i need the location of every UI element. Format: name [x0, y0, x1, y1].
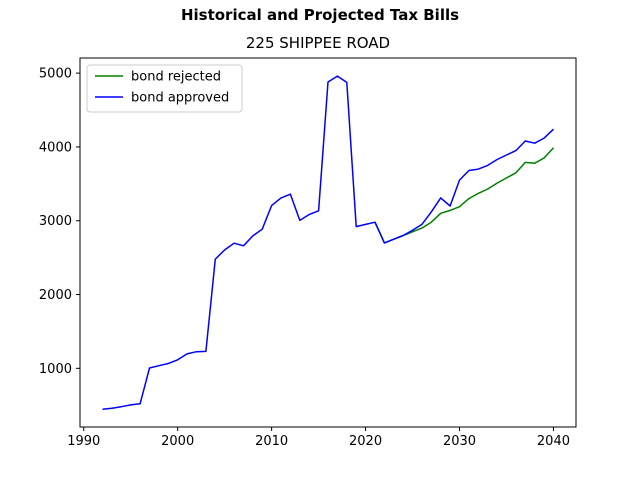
y-tick-label: 2000 — [39, 288, 72, 303]
legend-label-1: bond approved — [131, 91, 229, 106]
legend-box — [86, 64, 243, 113]
y-tick-label: 3000 — [39, 214, 72, 229]
x-tick-label: 2020 — [349, 434, 382, 449]
y-tick-label: 4000 — [39, 140, 72, 155]
figure-title: Historical and Projected Tax Bills — [180, 6, 460, 24]
y-axis: 1000 2000 3000 4000 5000 — [39, 67, 80, 377]
legend-label-0: bond rejected — [131, 70, 221, 85]
series-layer — [102, 75, 555, 411]
y-tick-label: 5000 — [39, 67, 72, 82]
chart-subtitle: 225 SHIPPEE ROAD — [245, 34, 391, 52]
x-tick-label: 2030 — [443, 434, 476, 449]
series-line-1 — [102, 75, 555, 411]
x-tick-label: 2040 — [537, 434, 570, 449]
x-tick-label: 2010 — [255, 434, 288, 449]
x-tick-label: 1990 — [67, 434, 100, 449]
series-line-0 — [374, 147, 555, 244]
plot-frame — [79, 57, 577, 428]
y-tick-label: 1000 — [39, 362, 72, 377]
legend: bond rejected bond approved — [86, 64, 243, 113]
x-axis: 1990 2000 2010 2020 2030 2040 — [67, 427, 570, 449]
x-tick-label: 2000 — [161, 434, 194, 449]
